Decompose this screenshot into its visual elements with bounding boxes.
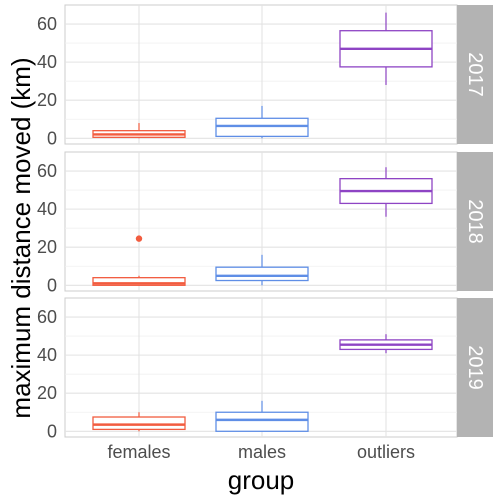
box-iqr bbox=[215, 411, 309, 432]
box-males bbox=[215, 105, 309, 139]
y-tick-label: 20 bbox=[37, 90, 57, 110]
facet-panel-2017: 0 20 40 60 2017 bbox=[37, 4, 493, 148]
box-outliers bbox=[339, 167, 433, 217]
y-tick-label: 40 bbox=[37, 52, 57, 72]
facet-strip bbox=[457, 152, 493, 291]
x-axis-title: group bbox=[228, 465, 295, 495]
box-females bbox=[92, 123, 186, 139]
x-tick-label: outliers bbox=[357, 442, 415, 462]
y-axis-title: maximum distance moved (km) bbox=[6, 57, 36, 418]
facet-strip bbox=[457, 5, 493, 144]
box-iqr bbox=[215, 266, 309, 282]
y-tick-label: 60 bbox=[37, 14, 57, 34]
facet-panel-2019: 0 20 40 60 2019 bbox=[37, 297, 493, 441]
facet-strip-label: 2019 bbox=[464, 345, 486, 390]
facet-panels: 0 20 40 60 2017 0 20 40 60 2018 0 20 40 60 2019 bbox=[37, 4, 493, 441]
y-tick-label: 60 bbox=[37, 307, 57, 327]
box-outliers bbox=[339, 334, 433, 354]
y-tick-label: 60 bbox=[37, 161, 57, 181]
y-tick-label: 20 bbox=[37, 383, 57, 403]
facet-strip bbox=[457, 298, 493, 437]
y-tick-label: 0 bbox=[47, 275, 57, 295]
y-tick-label: 0 bbox=[47, 421, 57, 441]
box-iqr bbox=[92, 277, 186, 286]
facet-panel-2018: 0 20 40 60 2018 bbox=[37, 151, 493, 295]
box-outliers bbox=[339, 12, 433, 85]
x-axis-tick-labels: females males outliers bbox=[107, 442, 415, 462]
facet-strip-label: 2018 bbox=[464, 199, 486, 244]
box-males bbox=[215, 400, 309, 432]
y-tick-label: 0 bbox=[47, 128, 57, 148]
box-females bbox=[92, 412, 186, 432]
box-iqr bbox=[92, 416, 186, 431]
box-females bbox=[92, 235, 186, 286]
facet-strip-label: 2017 bbox=[464, 52, 486, 97]
x-tick-label: males bbox=[238, 442, 286, 462]
x-tick-label: females bbox=[107, 442, 170, 462]
box-males bbox=[215, 254, 309, 286]
outlier-point bbox=[135, 235, 143, 242]
box-iqr bbox=[215, 117, 309, 138]
y-tick-label: 40 bbox=[37, 345, 57, 365]
y-tick-label: 20 bbox=[37, 237, 57, 257]
y-tick-label: 40 bbox=[37, 199, 57, 219]
